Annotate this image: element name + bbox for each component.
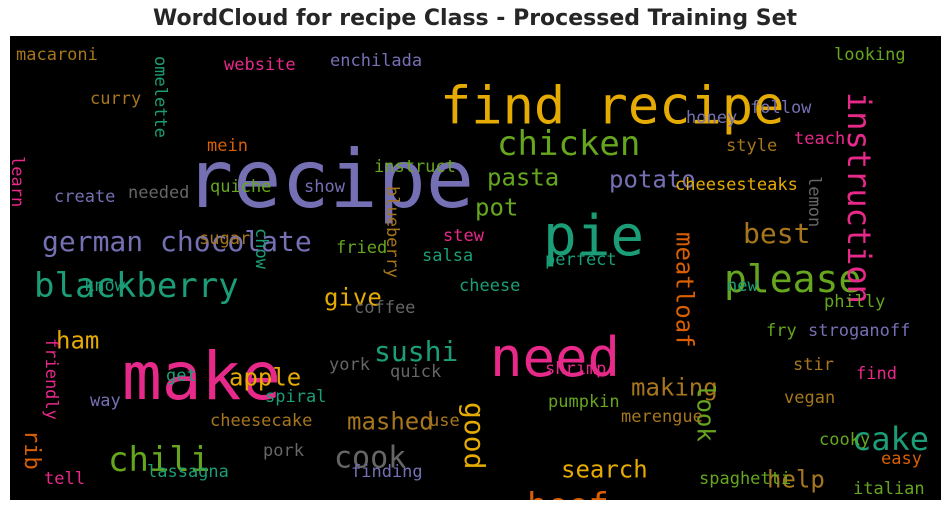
word-enchilada: enchilada bbox=[330, 51, 422, 71]
word-looking: looking bbox=[834, 45, 906, 65]
word-beef: beef bbox=[527, 486, 609, 500]
word-sushi: sushi bbox=[374, 335, 458, 368]
word-lemon: lemon bbox=[804, 176, 824, 227]
word-use: use bbox=[429, 411, 460, 431]
word-blackberry: blackberry bbox=[34, 266, 239, 306]
word-coffee: coffee bbox=[354, 298, 415, 318]
word-stroganoff: stroganoff bbox=[808, 321, 910, 341]
word-need: need bbox=[490, 326, 620, 389]
word-potato: potato bbox=[609, 166, 696, 194]
word-cheesecake: cheesecake bbox=[210, 411, 312, 431]
word-stew: stew bbox=[443, 226, 485, 246]
word-york: york bbox=[329, 355, 370, 375]
word-fried: fried bbox=[336, 238, 387, 258]
word-lassagna: lassagna bbox=[147, 462, 229, 482]
word-curry: curry bbox=[90, 89, 141, 109]
word-easy: easy bbox=[881, 449, 922, 469]
word-best: best bbox=[743, 217, 810, 250]
word-cake: cake bbox=[852, 420, 929, 458]
word-rib: rib bbox=[19, 430, 44, 470]
word-show: show bbox=[304, 177, 346, 197]
word-learn: learn bbox=[10, 156, 27, 207]
word-find-recipe: find recipe bbox=[440, 77, 784, 137]
word-sugar: sugar bbox=[199, 229, 250, 249]
word-search: search bbox=[561, 456, 648, 484]
word-instruction: instruction bbox=[840, 92, 878, 304]
word-style: style bbox=[726, 136, 777, 156]
word-cooky: cooky bbox=[819, 430, 870, 450]
word-macaroni: macaroni bbox=[16, 45, 98, 65]
word-pie: pie bbox=[543, 204, 644, 269]
word-apple: apple bbox=[229, 364, 301, 392]
word-chili: chili bbox=[108, 440, 210, 480]
word-spaghetti: spaghetti bbox=[699, 469, 791, 489]
word-honey: honey bbox=[686, 108, 737, 128]
wordcloud-svg: recipe make need find recipe pie please blackb… bbox=[10, 45, 929, 500]
word-perfect: perfect bbox=[545, 250, 617, 270]
chart-title: WordCloud for recipe Class - Processed T… bbox=[152, 6, 798, 31]
word-get: get bbox=[166, 366, 197, 386]
word-instruct: instruct bbox=[374, 157, 456, 177]
word-german-chocolate: german chocolate bbox=[42, 225, 312, 258]
word-stir: stir bbox=[793, 355, 834, 375]
wordcloud-canvas: recipe make need find recipe pie please blackb… bbox=[10, 36, 941, 500]
word-new: new bbox=[727, 276, 758, 296]
word-making: making bbox=[631, 374, 718, 402]
word-shrimp: shrimp bbox=[545, 359, 606, 379]
word-make: make bbox=[122, 338, 281, 415]
word-chicken: chicken bbox=[497, 124, 640, 164]
word-quick: quick bbox=[390, 362, 441, 382]
word-italian: italian bbox=[853, 479, 925, 499]
word-follow: follow bbox=[750, 98, 812, 118]
word-spiral: spiral bbox=[265, 387, 326, 407]
word-look: look bbox=[691, 384, 719, 442]
word-way: way bbox=[90, 391, 121, 411]
word-finding: finding bbox=[351, 462, 423, 482]
word-blueberry: blueberry bbox=[382, 186, 402, 278]
word-vegan: vegan bbox=[784, 388, 835, 408]
word-fry: fry bbox=[766, 321, 797, 341]
word-philly: philly bbox=[824, 292, 885, 312]
word-tell: tell bbox=[44, 469, 85, 489]
word-cook: cook bbox=[334, 441, 406, 476]
word-mashed: mashed bbox=[347, 408, 434, 436]
word-salsa: salsa bbox=[422, 246, 473, 266]
word-meatloaf: meatloaf bbox=[670, 232, 698, 348]
word-ham: ham bbox=[56, 327, 99, 355]
word-cheese: cheese bbox=[459, 276, 520, 296]
word-know: know bbox=[84, 276, 126, 296]
word-quiche: quiche bbox=[210, 177, 271, 197]
word-good: good bbox=[458, 402, 491, 469]
word-pork: pork bbox=[263, 441, 304, 461]
word-cheesesteaks: cheesesteaks bbox=[675, 175, 798, 195]
word-omelette: omelette bbox=[150, 56, 170, 138]
word-recipe: recipe bbox=[185, 133, 474, 226]
word-give: give bbox=[324, 284, 382, 312]
word-teach: teach bbox=[794, 129, 845, 149]
word-friendly: friendly bbox=[41, 338, 61, 420]
word-mein: mein bbox=[207, 136, 248, 156]
word-pumpkin: pumpkin bbox=[548, 392, 620, 412]
word-help: help bbox=[767, 466, 825, 494]
word-please: please bbox=[724, 257, 861, 301]
word-find: find bbox=[856, 364, 897, 384]
word-pot: pot bbox=[475, 194, 518, 222]
word-website: website bbox=[224, 55, 296, 75]
word-chow: chow bbox=[251, 228, 271, 270]
word-merengue: merengue bbox=[621, 407, 703, 427]
word-pasta: pasta bbox=[487, 164, 559, 192]
word-needed: needed bbox=[128, 183, 189, 203]
word-create: create bbox=[54, 187, 115, 207]
